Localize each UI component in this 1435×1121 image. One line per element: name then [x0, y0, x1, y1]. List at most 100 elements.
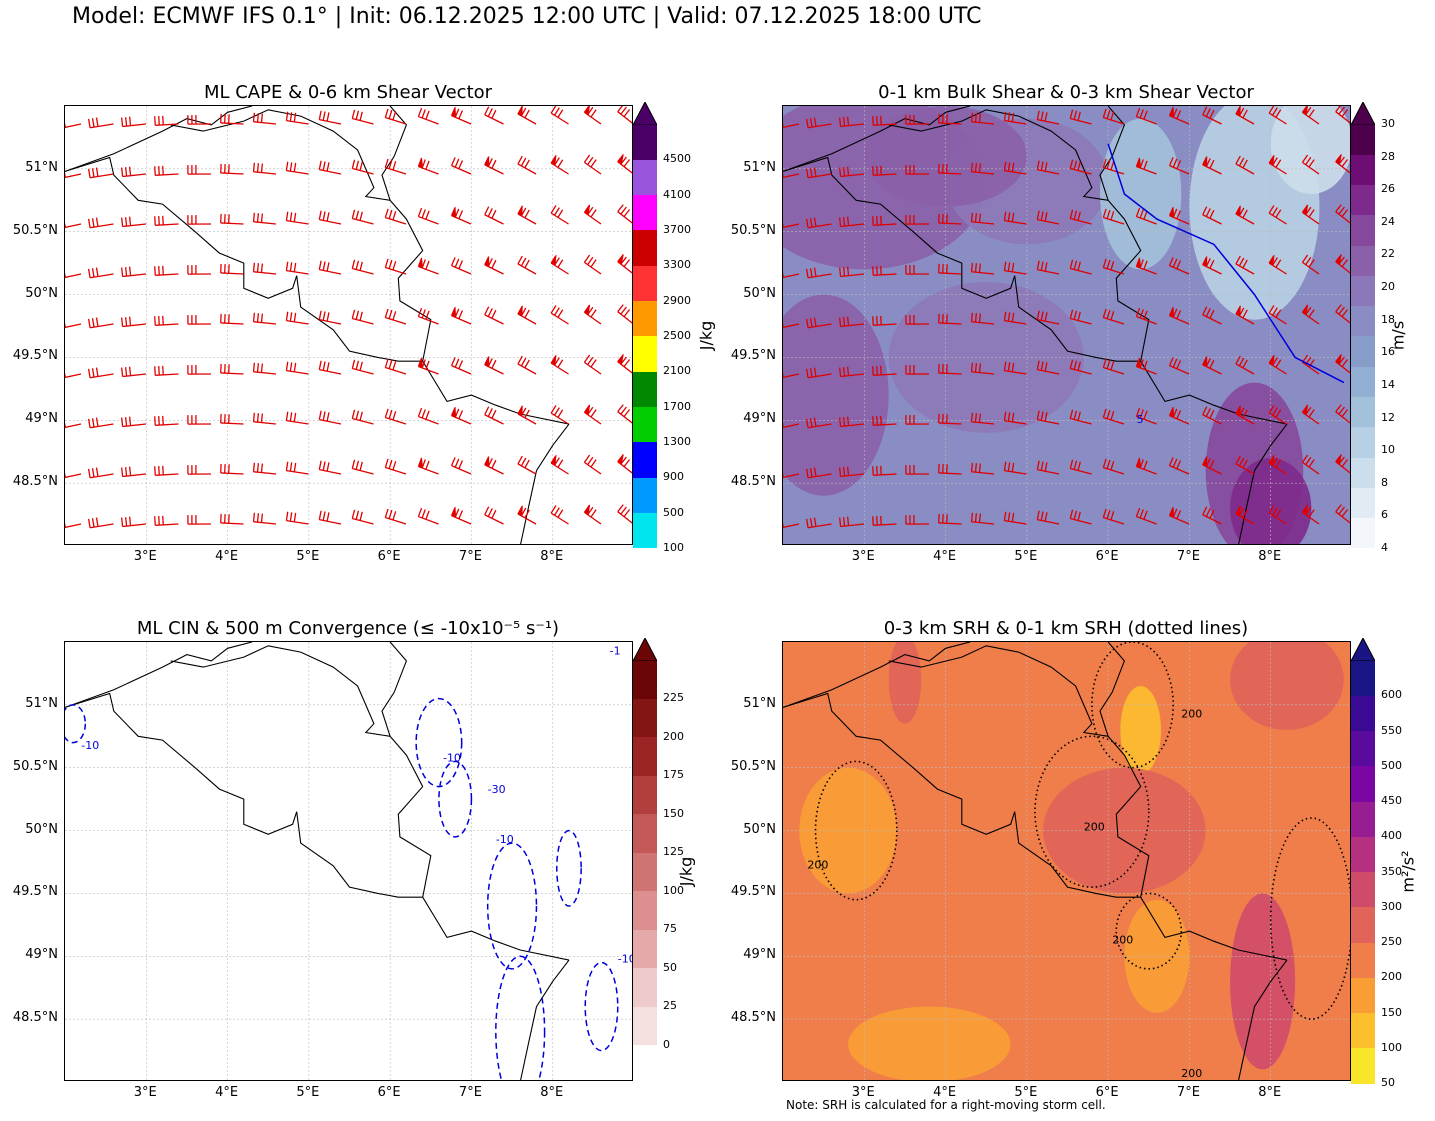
colorbar-label: m²/s² [1398, 849, 1418, 893]
field-shade [1230, 642, 1344, 730]
wind-barb [450, 406, 472, 425]
colorbar-tick: 3700 [663, 223, 691, 236]
wind-barb [783, 272, 800, 279]
lon-label: 3°E [851, 1085, 875, 1100]
wind-barb [783, 472, 800, 479]
wind-barb [384, 308, 407, 325]
wind-barb [1235, 305, 1255, 325]
country-border [65, 642, 253, 708]
wind-barb [617, 253, 632, 274]
wind-barb [1168, 106, 1190, 125]
convergence-contour [65, 704, 87, 744]
wind-barb [517, 255, 537, 275]
colorbar-extend-arrow [1351, 638, 1375, 661]
colorbar-tick: 75 [663, 922, 677, 936]
wind-barb [417, 257, 439, 275]
wind-barb [484, 455, 504, 475]
wind-barb [550, 154, 569, 175]
wind-barb [285, 461, 309, 475]
wind-barb [384, 158, 407, 175]
colorbar-segment [1351, 426, 1375, 458]
contour-label: -10 [618, 953, 633, 966]
wind-barb [1335, 153, 1350, 174]
wind-barb [417, 107, 439, 125]
lon-label: 3°E [133, 549, 157, 564]
lon-label: 3°E [851, 549, 875, 564]
wind-barb [1168, 406, 1190, 425]
field-shade [1100, 118, 1182, 270]
colorbar-tick: 12 [1381, 410, 1395, 424]
colorbar-extend-arrow [1351, 102, 1375, 125]
colorbar-tick: 14 [1381, 377, 1395, 391]
wind-barb [450, 457, 472, 475]
wind-barb [1135, 207, 1157, 225]
wind-barb [384, 458, 407, 475]
map-panel-3: -10 -10 -30 -10 -10 -1 [64, 641, 633, 1081]
wind-barb [351, 109, 374, 125]
colorbar-segment [1351, 836, 1375, 872]
colorbar-extend-arrow [633, 102, 657, 125]
wind-barb [154, 265, 179, 276]
wind-barb [1036, 110, 1060, 125]
colorbar-tick: 300 [1381, 899, 1402, 913]
wind-barb [120, 266, 147, 278]
wind-barb [1003, 261, 1027, 275]
wind-barb [1168, 357, 1190, 375]
wind-barb [617, 304, 632, 324]
wind-barb [1069, 309, 1092, 325]
contour-label: 200 [1112, 934, 1133, 947]
wind-barb [220, 163, 244, 175]
lat-label: 50°N [743, 285, 776, 301]
wind-barb [484, 206, 504, 225]
wind-barb [583, 254, 602, 275]
wind-barb [1168, 306, 1190, 325]
colorbar-segment [1351, 871, 1375, 908]
wind-barb [187, 515, 212, 525]
colorbar-segment [1351, 977, 1375, 1013]
wind-barb [550, 254, 569, 275]
wind-barb [87, 217, 114, 229]
map-svg: -10 -10 -30 -10 -10 -1 [65, 642, 633, 1080]
wind-barb [838, 516, 865, 528]
wind-barb [805, 517, 832, 529]
wind-barb [154, 415, 179, 426]
colorbar-tick: 500 [1381, 758, 1402, 772]
lon-label: 8°E [540, 549, 564, 564]
wind-barb [783, 172, 800, 179]
wind-barb [583, 354, 602, 375]
wind-barb [1069, 109, 1092, 125]
colorbar-tick: 100 [663, 541, 684, 554]
colorbar-tick: 600 [1381, 688, 1402, 702]
wind-barb [517, 205, 537, 225]
srh-contour [1269, 817, 1350, 1020]
wind-barb [1135, 157, 1157, 175]
suptitle: Model: ECMWF IFS 0.1° | Init: 06.12.2025… [72, 4, 982, 29]
wind-barb [970, 112, 995, 125]
lat-label: 51°N [25, 695, 58, 711]
wind-barb [1135, 107, 1157, 125]
wind-barb [550, 354, 569, 375]
wind-barb [805, 417, 832, 429]
wind-barb [872, 315, 897, 326]
wind-barb [252, 412, 277, 425]
wind-barb [154, 515, 179, 526]
contour-label: -1 [610, 645, 621, 658]
lat-label: 49°N [25, 947, 58, 963]
wind-barb [617, 153, 632, 174]
wind-barb [187, 115, 212, 125]
wind-barb [1168, 457, 1190, 475]
wind-barb [838, 466, 865, 478]
wind-barb [252, 362, 277, 375]
contour-label: 5 [1137, 413, 1144, 426]
wind-barb [1268, 454, 1287, 475]
convergence-contour [438, 760, 473, 838]
wind-barb [783, 522, 800, 529]
lat-label: 50°N [25, 285, 58, 301]
wind-barb [517, 155, 537, 175]
contour-label: -10 [81, 739, 99, 752]
wind-barb [285, 511, 309, 525]
wind-barb [805, 217, 832, 229]
wind-barb [1168, 257, 1190, 275]
wind-barb [1069, 459, 1092, 475]
lon-label: 8°E [1258, 1085, 1282, 1100]
